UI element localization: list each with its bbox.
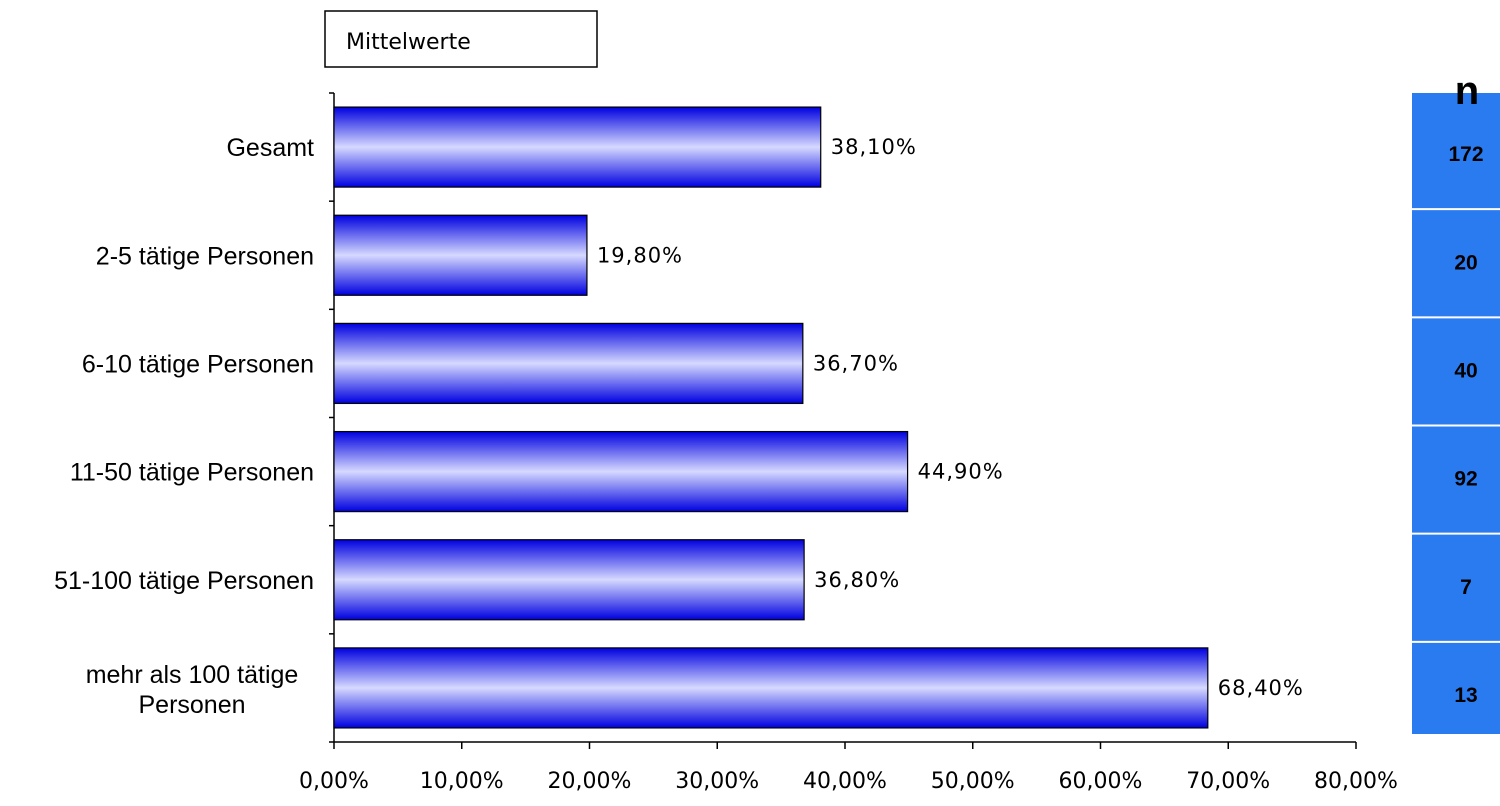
n-value: 172 <box>1448 143 1483 166</box>
chart-title: Mittelwerte <box>346 30 471 55</box>
n-value: 92 <box>1454 468 1477 491</box>
bar-value-label: 68,40% <box>1218 676 1304 700</box>
n-column-header: n <box>1455 69 1479 113</box>
bar <box>333 430 909 513</box>
n-value: 13 <box>1454 684 1477 707</box>
chart-title-box: Mittelwerte <box>324 10 598 68</box>
category-label: Gesamt <box>226 134 314 162</box>
x-tick-label: 30,00% <box>675 769 759 794</box>
x-tick-label: 0,00% <box>299 769 369 794</box>
bar <box>333 539 805 621</box>
bar-value-label: 38,10% <box>831 135 917 159</box>
n-column: 172 20 40 92 7 13 <box>1412 93 1500 734</box>
n-value: 20 <box>1454 251 1477 274</box>
category-label: 2-5 tätige Personen <box>96 242 314 270</box>
bar-value-label: 36,80% <box>814 568 900 592</box>
bars-group: 38,10% Gesamt 19,80% 2-5 tätige Personen 36,… <box>54 92 1304 743</box>
bar <box>333 322 804 405</box>
x-tick-label: 20,00% <box>548 769 632 794</box>
x-tick-label: 80,00% <box>1314 769 1398 794</box>
bar <box>333 647 1209 729</box>
bar-value-label: 44,90% <box>918 460 1004 484</box>
x-tick-label: 70,00% <box>1186 769 1270 794</box>
category-label: mehr als 100 tätige Personen <box>86 661 299 719</box>
n-column-background <box>1412 93 1500 734</box>
x-ticks-group: 0,00% 10,00% 20,00% 30,00% 40,00% 50,00% 60,00… <box>299 742 1398 794</box>
category-label: 51-100 tätige Personen <box>54 567 314 595</box>
bar <box>333 214 588 296</box>
x-tick-label: 40,00% <box>803 769 887 794</box>
n-value: 7 <box>1460 576 1472 599</box>
title-frame <box>324 10 598 68</box>
bar-value-label: 19,80% <box>597 243 683 267</box>
x-tick-label: 10,00% <box>420 769 504 794</box>
x-tick-label: 50,00% <box>931 769 1015 794</box>
category-label: 11-50 tätige Personen <box>70 459 314 487</box>
n-value: 40 <box>1454 359 1477 382</box>
bar <box>333 106 822 188</box>
bar-value-label: 36,70% <box>813 351 899 375</box>
category-label: 6-10 tätige Personen <box>82 350 314 378</box>
x-tick-label: 60,00% <box>1059 769 1143 794</box>
